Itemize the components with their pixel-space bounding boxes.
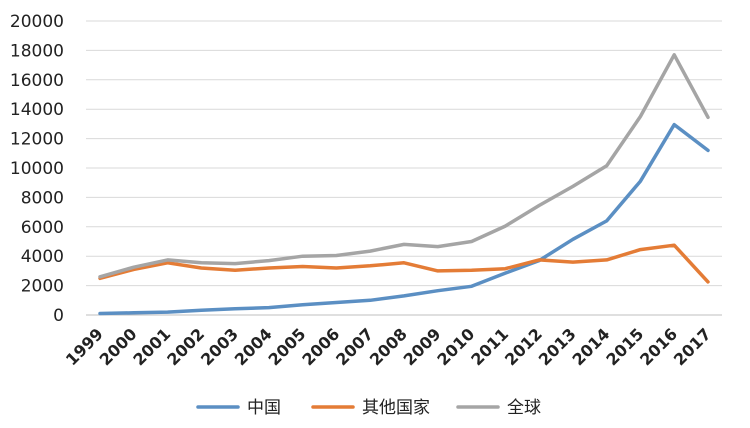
y-tick-label: 0 — [53, 306, 64, 326]
legend: 中国 其他国家 全球 — [196, 398, 541, 418]
x-tick-label: 2010 — [433, 324, 478, 369]
y-tick-label: 10000 — [10, 159, 64, 179]
legend-label: 中国 — [247, 398, 281, 418]
y-tick-label: 14000 — [10, 100, 64, 120]
x-tick-label: 2000 — [96, 324, 141, 369]
y-tick-label: 6000 — [21, 218, 64, 238]
y-tick-label: 8000 — [21, 188, 64, 208]
x-tick-label: 2005 — [265, 324, 310, 369]
x-tick-label: 2009 — [400, 324, 445, 369]
x-tick-label: 2004 — [231, 324, 276, 369]
series-line-0 — [98, 122, 710, 316]
series-line-2 — [98, 53, 710, 279]
x-tick-label: 2002 — [163, 324, 208, 369]
x-tick-label: 2001 — [129, 324, 174, 369]
gridlines — [86, 20, 722, 316]
y-tick-label: 16000 — [10, 71, 64, 91]
x-axis: 1999200020012002200320042005200620072008… — [62, 324, 715, 369]
x-tick-label: 2014 — [569, 324, 614, 369]
legend-label: 全球 — [507, 398, 541, 418]
x-tick-label: 2012 — [501, 324, 546, 369]
series-line-1 — [98, 243, 710, 284]
y-axis: 0 2000 4000 6000 8000 10000 12000 14000 16000 180… — [10, 12, 64, 326]
x-tick-label: 2017 — [670, 324, 715, 369]
y-tick-label: 12000 — [10, 130, 64, 150]
x-tick-label: 2011 — [467, 324, 512, 369]
x-tick-label: 1999 — [62, 324, 107, 369]
series-lines — [98, 53, 710, 316]
x-tick-label: 2013 — [535, 324, 580, 369]
x-tick-label: 2016 — [636, 324, 681, 369]
legend-label: 其他国家 — [362, 398, 430, 418]
y-tick-label: 4000 — [21, 247, 64, 267]
x-tick-label: 2006 — [298, 324, 343, 369]
y-tick-label: 2000 — [21, 277, 64, 297]
x-tick-label: 2008 — [366, 324, 411, 369]
y-tick-label: 18000 — [10, 41, 64, 61]
x-tick-label: 2007 — [332, 324, 377, 369]
y-tick-label: 20000 — [10, 12, 64, 32]
x-tick-label: 2003 — [197, 324, 242, 369]
x-tick-label: 2015 — [602, 324, 647, 369]
